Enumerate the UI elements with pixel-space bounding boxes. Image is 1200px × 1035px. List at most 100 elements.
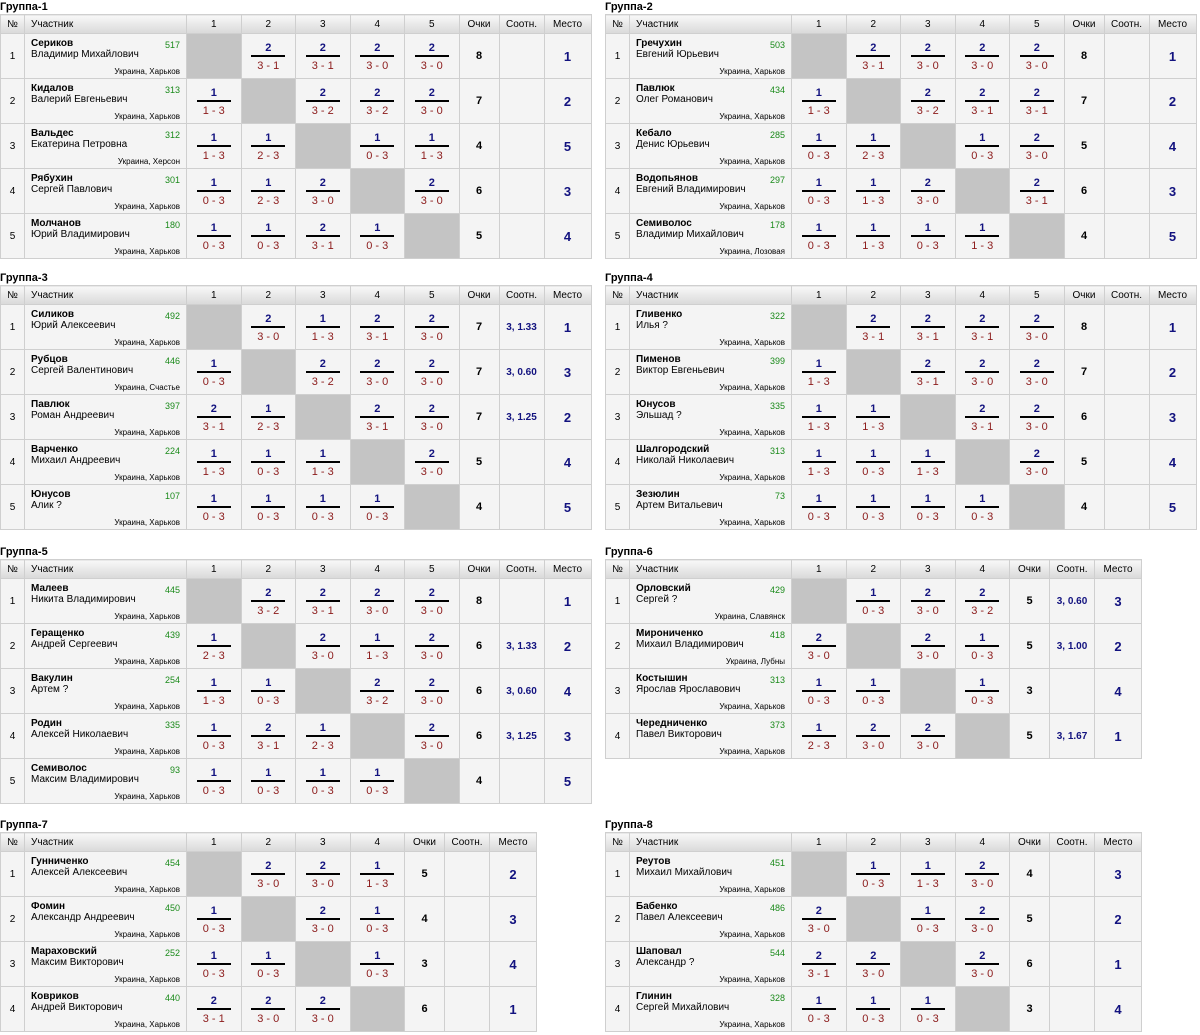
player-cell[interactable]: Юнусов Алик ? 107 Украина, Харьков bbox=[24, 484, 187, 530]
match-points: 1 bbox=[360, 902, 395, 920]
player-cell[interactable]: Рубцов Сергей Валентинович 446 Украина, Сча… bbox=[24, 349, 187, 395]
final-place: 2 bbox=[1094, 896, 1142, 942]
row-number: 3 bbox=[0, 668, 25, 714]
player-city: Украина, Харьков bbox=[114, 612, 180, 621]
player-cell[interactable]: Пименов Виктор Евгеньевич 399 Украина, Харь… bbox=[629, 349, 792, 395]
match-set-score: 3 - 0 bbox=[311, 650, 334, 662]
player-cell[interactable]: Шаповал Александр ? 544 Украина, Харьков bbox=[629, 941, 792, 987]
player-cell[interactable]: Гливенко Илья ? 322 Украина, Харьков bbox=[629, 304, 792, 350]
player-cell[interactable]: Реутов Михаил Михайлович 451 Украина, Харьк… bbox=[629, 851, 792, 897]
match-result-cell: 1 1 - 3 bbox=[186, 78, 242, 124]
match-points: 2 bbox=[414, 674, 449, 692]
player-first-name: Виктор Евгеньевич bbox=[636, 365, 725, 376]
player-surname: Кебало bbox=[636, 128, 672, 139]
player-cell[interactable]: Костышин Ярослав Ярославович 313 Украина, Х… bbox=[629, 668, 792, 714]
match-set-score: 3 - 0 bbox=[311, 1013, 334, 1025]
match-result-cell: 1 0 - 3 bbox=[900, 484, 956, 530]
player-surname: Семиволос bbox=[31, 763, 87, 774]
player-cell[interactable]: Шалгородский Николай Николаевич 313 Украина… bbox=[629, 439, 792, 485]
match-result-cell: 1 1 - 3 bbox=[349, 851, 405, 897]
row-number: 4 bbox=[605, 168, 630, 214]
player-cell[interactable]: Родин Алексей Николаевич 335 Украина, Харьк… bbox=[24, 713, 187, 759]
row-number: 5 bbox=[605, 213, 630, 259]
self-match-cell bbox=[954, 713, 1010, 759]
self-match-cell bbox=[349, 439, 405, 485]
table-row: 2 Геращенко Андрей Сергеевич 439 Украина, Ха… bbox=[0, 623, 592, 669]
match-points: 2 bbox=[856, 310, 891, 328]
match-set-score: 0 - 3 bbox=[257, 695, 280, 707]
player-cell[interactable]: Кидалов Валерий Евгеньевич 313 Украина, Хар… bbox=[24, 78, 187, 124]
player-cell[interactable]: Малеев Никита Владимирович 445 Украина, Хар… bbox=[24, 578, 187, 624]
player-cell[interactable]: Сериков Владимир Михайлович 517 Украина, Ха… bbox=[24, 33, 187, 79]
player-cell[interactable]: Варченко Михаил Андреевич 224 Украина, Харь… bbox=[24, 439, 187, 485]
player-cell[interactable]: Юнусов Эльшад ? 335 Украина, Харьков bbox=[629, 394, 792, 440]
player-cell[interactable]: Мараховский Максим Викторович 252 Украина, … bbox=[24, 941, 187, 987]
match-points: 1 bbox=[251, 129, 286, 147]
player-cell[interactable]: Гунниченко Алексей Алексеевич 454 Украина, … bbox=[24, 851, 187, 897]
final-place: 3 bbox=[1148, 168, 1197, 214]
player-cell[interactable]: Гречухин Евгений Юрьевич 503 Украина, Харьк… bbox=[629, 33, 792, 79]
table-row: 3 Мараховский Максим Викторович 252 Украина,… bbox=[0, 941, 537, 987]
match-points: 2 bbox=[414, 400, 449, 418]
player-cell[interactable]: Бабенко Павел Алексеевич 486 Украина, Харьк… bbox=[629, 896, 792, 942]
match-result-cell: 2 3 - 0 bbox=[1009, 439, 1065, 485]
table-row: 4 Рябухин Сергей Павлович 301 Украина, Харьк… bbox=[0, 168, 592, 214]
final-place: 2 bbox=[489, 851, 537, 897]
player-first-name: Михаил Михайлович bbox=[636, 867, 733, 878]
match-set-score: 1 - 3 bbox=[202, 150, 225, 162]
player-first-name: Сергей ? bbox=[636, 594, 678, 605]
player-cell[interactable]: Орловский Сергей ? 429 Украина, Славянск bbox=[629, 578, 792, 624]
group-table: № Участник 1 2 3 4 Очки Соотн. Место 1 Орловский Се… bbox=[605, 559, 1142, 759]
player-surname: Пименов bbox=[636, 354, 681, 365]
row-number: 4 bbox=[0, 713, 25, 759]
player-cell[interactable]: Зезюлин Артем Витальевич 73 Украина, Харько… bbox=[629, 484, 792, 530]
player-cell[interactable]: Семиволос Максим Владимирович 93 Украина, Х… bbox=[24, 758, 187, 804]
player-cell[interactable]: Рябухин Сергей Павлович 301 Украина, Харько… bbox=[24, 168, 187, 214]
col-header-opponent: 1 bbox=[791, 14, 847, 34]
match-set-score: 1 - 3 bbox=[366, 650, 389, 662]
player-cell[interactable]: Ковриков Андрей Викторович 440 Украина, Хар… bbox=[24, 986, 187, 1032]
player-city: Украина, Харьков bbox=[719, 202, 785, 211]
row-number: 2 bbox=[0, 349, 25, 395]
player-cell[interactable]: Глинин Сергей Михайлович 328 Украина, Харьк… bbox=[629, 986, 792, 1032]
final-place: 1 bbox=[543, 304, 592, 350]
player-cell[interactable]: Фомин Александр Андреевич 450 Украина, Харь… bbox=[24, 896, 187, 942]
row-number: 1 bbox=[605, 33, 630, 79]
player-cell[interactable]: Семиволос Владимир Михайлович 178 Украина, … bbox=[629, 213, 792, 259]
player-cell[interactable]: Мирониченко Михаил Владимирович 418 Украина… bbox=[629, 623, 792, 669]
table-row: 2 Фомин Александр Андреевич 450 Украина, Хар… bbox=[0, 896, 537, 942]
match-result-cell: 1 0 - 3 bbox=[240, 758, 296, 804]
player-cell[interactable]: Павлюк Роман Андреевич 397 Украина, Харьков bbox=[24, 394, 187, 440]
player-surname: Фомин bbox=[31, 901, 66, 912]
match-set-score: 0 - 3 bbox=[916, 240, 939, 252]
match-points: 2 bbox=[305, 174, 340, 192]
player-cell[interactable]: Павлюк Олег Романович 434 Украина, Харьков bbox=[629, 78, 792, 124]
match-set-score: 3 - 0 bbox=[916, 650, 939, 662]
player-cell[interactable]: Вальдес Екатерина Петровна 312 Украина, Хер… bbox=[24, 123, 187, 169]
table-row: 4 Шалгородский Николай Николаевич 313 Украин… bbox=[605, 439, 1197, 485]
match-set-score: 0 - 3 bbox=[257, 466, 280, 478]
match-set-score: 3 - 0 bbox=[971, 878, 994, 890]
match-set-score: 1 - 3 bbox=[862, 240, 885, 252]
match-points: 2 bbox=[910, 719, 945, 737]
player-cell[interactable]: Вакулин Артем ? 254 Украина, Харьков bbox=[24, 668, 187, 714]
player-rating: 492 bbox=[164, 311, 180, 321]
player-cell[interactable]: Кебало Денис Юрьевич 285 Украина, Харьков bbox=[629, 123, 792, 169]
self-match-cell bbox=[240, 78, 296, 124]
match-points: 1 bbox=[360, 947, 395, 965]
self-match-cell bbox=[791, 578, 847, 624]
match-result-cell: 2 3 - 0 bbox=[954, 851, 1010, 897]
player-cell[interactable]: Молчанов Юрий Владимирович 180 Украина, Хар… bbox=[24, 213, 187, 259]
match-result-cell: 2 3 - 1 bbox=[954, 394, 1010, 440]
player-cell[interactable]: Геращенко Андрей Сергеевич 439 Украина, Хар… bbox=[24, 623, 187, 669]
player-cell[interactable]: Силиков Юрий Алексеевич 492 Украина, Харько… bbox=[24, 304, 187, 350]
player-cell[interactable]: Чередниченко Павел Викторович 373 Украина, … bbox=[629, 713, 792, 759]
total-points: 3 bbox=[404, 941, 445, 987]
player-city: Украина, Харьков bbox=[719, 112, 785, 121]
match-set-score: 3 - 1 bbox=[311, 240, 334, 252]
match-result-cell: 2 3 - 0 bbox=[404, 168, 460, 214]
match-set-score: 3 - 0 bbox=[916, 740, 939, 752]
player-cell[interactable]: Водопьянов Евгений Владимирович 297 Украина… bbox=[629, 168, 792, 214]
match-set-score: 0 - 3 bbox=[807, 511, 830, 523]
match-points: 2 bbox=[1019, 310, 1054, 328]
